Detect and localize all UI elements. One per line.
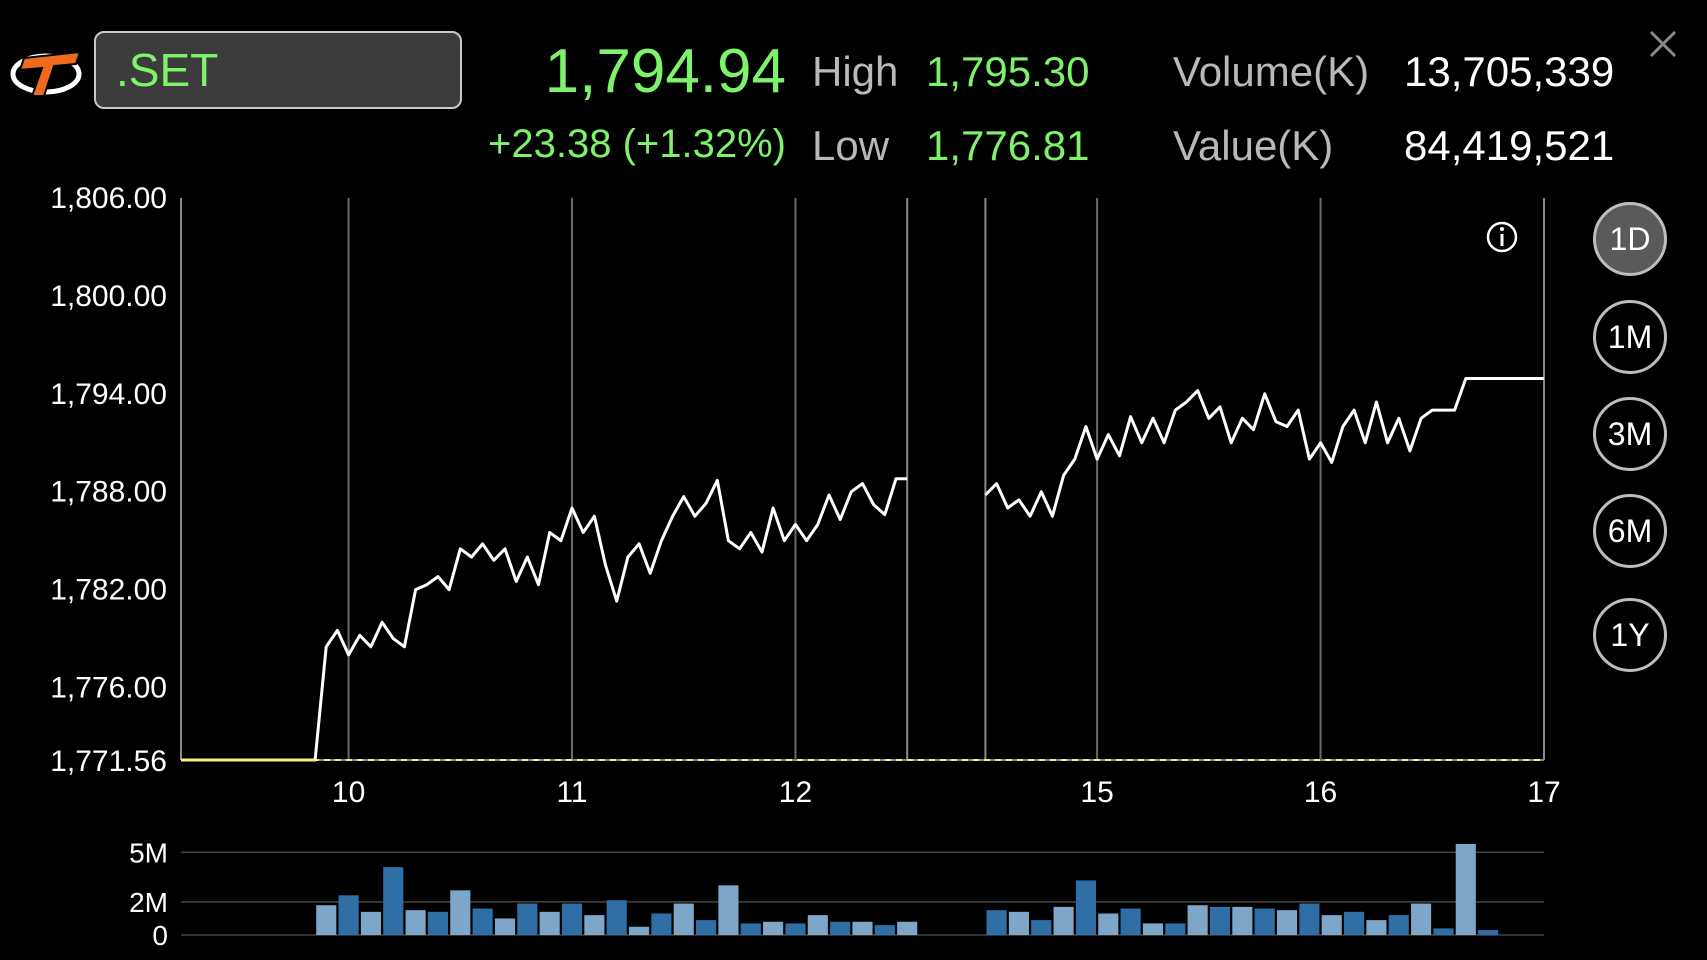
volume-bar	[1232, 906, 1253, 935]
volume-bar	[1276, 910, 1298, 935]
volume-bar	[830, 921, 851, 935]
volume-bar	[450, 890, 471, 935]
x-tick-label: 16	[1304, 776, 1337, 809]
volume-bar	[539, 911, 560, 935]
volume-bar	[897, 921, 918, 935]
low-value: 1,776.81	[926, 122, 1090, 169]
volume-bar	[785, 923, 806, 935]
volume-bar	[1254, 908, 1275, 935]
volume-bar	[1321, 915, 1342, 935]
x-tick-label: 17	[1527, 776, 1560, 809]
value-label: Value(K)	[1173, 122, 1334, 169]
symbol-text: .SET	[116, 44, 219, 96]
x-tick-label: 15	[1080, 776, 1113, 809]
volume-bar	[1120, 908, 1141, 935]
low-label: Low	[812, 122, 890, 169]
volume-bar	[1187, 905, 1208, 935]
volume-bar	[1031, 920, 1052, 935]
volume-bar	[1344, 911, 1365, 935]
volume-bar	[651, 913, 672, 935]
brand-logo-icon	[10, 50, 82, 97]
volume-bar	[494, 918, 516, 935]
volume-bar	[740, 923, 761, 935]
volume-bar	[1299, 903, 1320, 935]
y-tick-label: 1,776.00	[50, 672, 167, 705]
high-value: 1,795.30	[926, 48, 1090, 95]
volume-bar	[673, 903, 694, 935]
volume-bar	[1209, 906, 1231, 935]
volume-y-label: 0	[152, 920, 168, 951]
volume-bar	[763, 921, 784, 935]
volume-bar	[561, 903, 583, 935]
volume-bar	[1075, 880, 1096, 935]
price-line	[984, 377, 1544, 518]
value-value: 84,419,521	[1404, 122, 1615, 169]
close-icon[interactable]	[1645, 26, 1681, 62]
info-icon[interactable]	[1486, 221, 1518, 253]
x-tick-label: 10	[332, 776, 365, 809]
volume-bar	[1455, 844, 1476, 935]
y-tick-label: 1,806.00	[50, 182, 167, 215]
volume-y-label: 2M	[129, 887, 168, 918]
symbol-field[interactable]: .SET	[94, 31, 462, 109]
volume-bar	[718, 885, 739, 935]
y-tick-label: 1,800.00	[50, 280, 167, 313]
period-1m-button[interactable]: 1M	[1593, 300, 1667, 374]
volume-bar	[1433, 928, 1454, 935]
volume-bar	[1165, 923, 1186, 935]
y-tick-label: 1,782.00	[50, 574, 167, 607]
price-change: +23.38 (+1.32%)	[488, 122, 786, 166]
period-1y-button[interactable]: 1Y	[1593, 598, 1667, 672]
volume-bar	[1098, 913, 1119, 935]
price-line	[181, 477, 908, 762]
volume-bar	[383, 867, 404, 935]
last-price: 1,794.94	[544, 37, 786, 106]
volume-bar	[316, 905, 337, 935]
high-label: High	[812, 48, 899, 95]
volume-bar	[584, 915, 605, 935]
volume-bar	[360, 911, 381, 935]
volume-bar	[1478, 930, 1499, 935]
volume-bar	[874, 925, 895, 935]
volume-bar	[517, 903, 538, 935]
volume-bar	[1388, 915, 1409, 935]
volume-label: Volume(K)	[1173, 48, 1370, 95]
volume-bar	[629, 926, 650, 935]
y-tick-label: 1,788.00	[50, 476, 167, 509]
volume-bar	[807, 915, 828, 935]
volume-bar	[1142, 923, 1164, 935]
volume-y-label: 5M	[129, 837, 168, 868]
volume-value: 13,705,339	[1404, 48, 1615, 95]
x-tick-label: 12	[779, 776, 812, 809]
volume-bar	[606, 900, 627, 935]
volume-bar	[1008, 911, 1029, 935]
volume-bar	[696, 920, 717, 935]
volume-bar	[405, 910, 426, 935]
period-3m-button[interactable]: 3M	[1593, 397, 1667, 471]
volume-bar	[427, 911, 449, 935]
volume-bar	[986, 910, 1007, 935]
volume-bar	[852, 921, 873, 935]
volume-bar	[1366, 920, 1387, 935]
period-6m-button[interactable]: 6M	[1593, 494, 1667, 568]
volume-bar	[1411, 903, 1432, 935]
volume-bar	[1053, 906, 1074, 935]
volume-bar	[472, 908, 493, 935]
x-tick-label: 11	[556, 776, 587, 809]
prev-close-label: 1,771.56	[50, 745, 167, 778]
volume-bar	[338, 895, 359, 935]
y-tick-label: 1,794.00	[50, 378, 167, 411]
period-1d-button[interactable]: 1D	[1593, 202, 1667, 276]
